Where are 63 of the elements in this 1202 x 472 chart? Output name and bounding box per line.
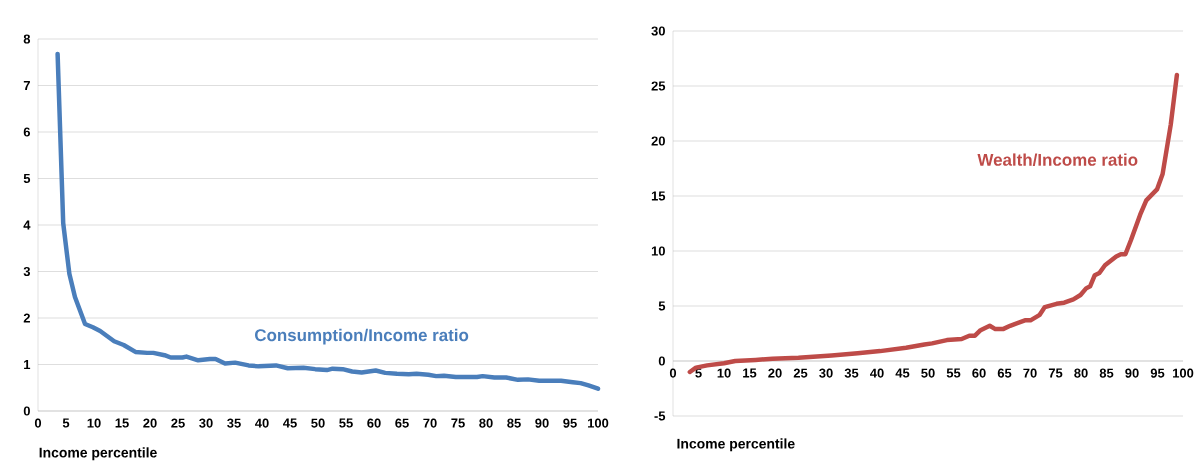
x-tick-label: 35 xyxy=(844,368,859,378)
x-tick-label: 65 xyxy=(395,418,409,428)
x-tick-label: 0 xyxy=(34,418,42,428)
x-tick-label: 70 xyxy=(1023,368,1037,378)
x-tick-label: 100 xyxy=(588,418,609,428)
y-tick-label: -5 xyxy=(654,411,666,421)
x-tick-label: 60 xyxy=(972,368,986,378)
y-tick-label: 6 xyxy=(23,127,31,137)
x-tick-label: 70 xyxy=(423,418,437,428)
x-tick-label: 30 xyxy=(199,418,213,428)
x-tick-label: 25 xyxy=(171,418,185,428)
x-tick-label: 65 xyxy=(997,368,1012,378)
x-tick-label: 40 xyxy=(255,418,269,428)
y-tick-label: 4 xyxy=(23,220,31,230)
x-tick-label: 5 xyxy=(62,418,70,428)
y-tick-label: 3 xyxy=(23,266,31,277)
x-tick-label: 45 xyxy=(895,368,910,378)
x-tick-label: 35 xyxy=(227,418,241,428)
y-tick-label: 5 xyxy=(23,173,31,184)
x-tick-label: 0 xyxy=(669,368,677,378)
x-axis-title: Income percentile xyxy=(39,447,157,461)
series-label: Wealth/Income ratio xyxy=(977,153,1138,167)
x-tick-label: 15 xyxy=(115,418,129,428)
series-label: Consumption/Income ratio xyxy=(255,328,469,345)
x-tick-label: 50 xyxy=(921,368,935,378)
line-series xyxy=(55,51,601,391)
x-tick-label: 90 xyxy=(535,418,549,428)
x-tick-label: 100 xyxy=(1173,368,1194,378)
y-tick-label: 5 xyxy=(658,301,666,311)
y-tick-label: 8 xyxy=(23,34,31,44)
x-tick-label: 95 xyxy=(1150,368,1165,378)
x-axis-title: Income percentile xyxy=(677,438,795,452)
x-tick-label: 40 xyxy=(870,368,884,378)
y-tick-label: 30 xyxy=(651,26,665,36)
x-tick-label: 20 xyxy=(143,418,157,428)
y-tick-label: 1 xyxy=(24,360,31,369)
x-tick-label: 50 xyxy=(311,418,325,428)
x-tick-label: 20 xyxy=(768,368,782,378)
x-tick-label: 10 xyxy=(87,418,101,428)
x-tick-label: 90 xyxy=(1125,368,1139,378)
x-tick-label: 80 xyxy=(479,418,493,428)
y-tick-label: 15 xyxy=(651,191,666,201)
x-tick-label: 55 xyxy=(339,418,353,428)
x-tick-label: 45 xyxy=(283,418,297,428)
x-tick-label: 60 xyxy=(367,418,381,428)
y-tick-label: 25 xyxy=(651,81,666,91)
x-tick-label: 85 xyxy=(1099,368,1114,378)
x-tick-label: 75 xyxy=(1048,368,1063,378)
x-tick-label: 95 xyxy=(563,418,577,428)
y-tick-label: 10 xyxy=(651,246,665,256)
y-tick-label: 0 xyxy=(23,406,30,416)
x-tick-label: 85 xyxy=(507,418,521,428)
x-tick-label: 30 xyxy=(819,368,833,378)
x-tick-label: 75 xyxy=(451,418,465,428)
x-tick-label: 10 xyxy=(717,368,731,378)
y-tick-label: 2 xyxy=(23,313,30,323)
x-tick-label: 15 xyxy=(743,368,757,378)
y-tick-label: 20 xyxy=(651,136,665,146)
x-tick-label: 55 xyxy=(946,368,961,378)
y-tick-label: 0 xyxy=(658,356,665,366)
y-tick-label: 7 xyxy=(23,81,30,90)
x-tick-label: 80 xyxy=(1074,368,1088,378)
x-tick-label: 25 xyxy=(793,368,808,378)
